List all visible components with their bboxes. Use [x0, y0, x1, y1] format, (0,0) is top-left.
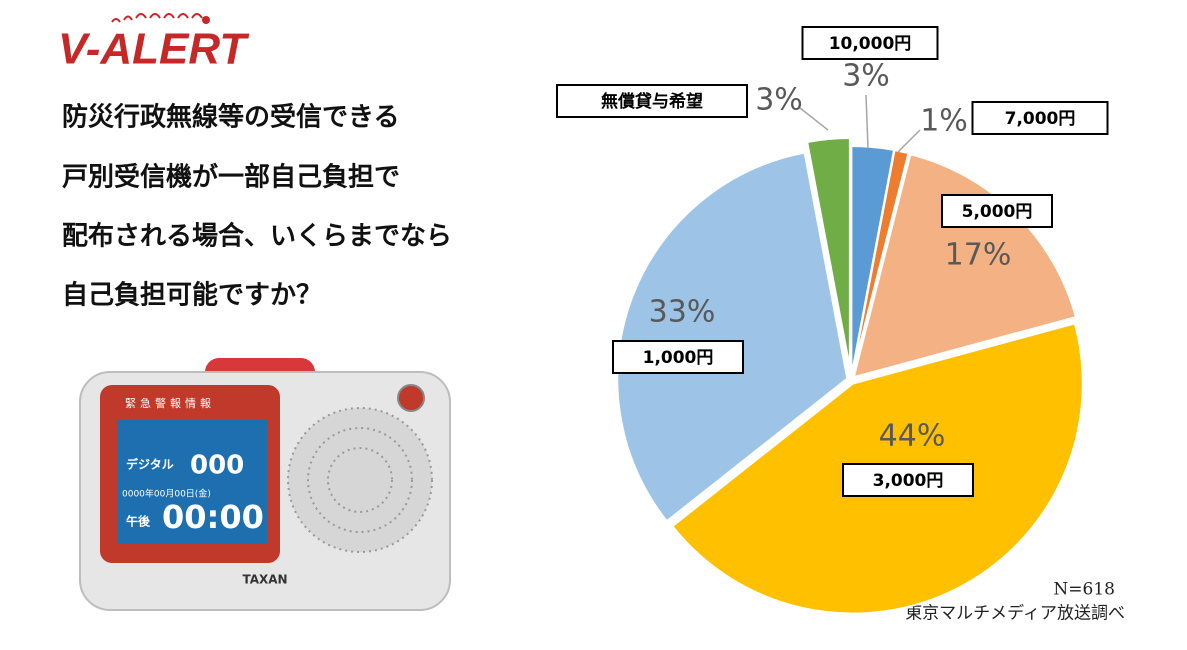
label-box	[556, 84, 748, 118]
category-label: 10,000円	[829, 34, 912, 54]
device-alert-button	[397, 384, 425, 412]
device-speaker-holes	[307, 427, 413, 533]
logo-dot	[202, 16, 210, 24]
device-speaker-holes	[287, 407, 433, 553]
device-date: 0000年00月00日(金)	[122, 488, 211, 500]
device-header: 緊急警報情報	[125, 396, 215, 410]
logo-waves	[111, 13, 203, 23]
question-line: 防災行政無線等の受信できる	[62, 102, 399, 133]
category-label: 1,000円	[643, 348, 714, 368]
logo: V-ALERT	[58, 13, 249, 74]
device-period: 午後	[126, 514, 151, 529]
percent-label: 3%	[755, 83, 803, 118]
percent-label: 33%	[649, 295, 716, 330]
percent-label: 3%	[842, 59, 890, 94]
pie-slice	[616, 151, 849, 523]
device: 緊急警報情報 デジタル 000 0000年00月00日(金) 午後 00:00 …	[79, 358, 451, 611]
source: 東京マルチメディア放送調べ	[905, 603, 1125, 624]
device-screen	[117, 420, 267, 544]
question-line: 自己負担可能ですか？	[62, 280, 322, 311]
label-box	[801, 26, 939, 60]
question-line: 配布される場合、いくらまでなら	[62, 221, 452, 252]
leader-line	[897, 129, 921, 153]
device-speaker	[288, 408, 432, 552]
label-box	[612, 340, 744, 374]
sample-size: N=618	[1053, 580, 1115, 600]
logo-text: V-ALERT	[58, 25, 249, 74]
pie-slice	[806, 137, 851, 369]
device-speaker-holes	[327, 447, 393, 513]
percent-label: 17%	[945, 238, 1012, 273]
device-brand: TAXAN	[242, 573, 287, 587]
question-line: 戸別受信機が一部自己負担で	[62, 162, 400, 193]
category-label: 7,000円	[1005, 109, 1076, 129]
category-label: 3,000円	[873, 471, 944, 491]
device-mode: デジタル	[126, 457, 174, 472]
device-channel: 000	[190, 451, 244, 481]
pie-slice	[850, 148, 910, 377]
label-box	[971, 101, 1109, 135]
leader-line	[799, 107, 829, 131]
category-label: 無償貸与希望	[601, 91, 703, 112]
label-box	[842, 463, 974, 497]
device-time: 00:00	[162, 498, 264, 536]
label-box	[941, 194, 1053, 228]
percent-label: 44%	[879, 419, 946, 454]
leader-line	[865, 94, 869, 149]
percent-label: 1%	[920, 104, 968, 139]
category-label: 5,000円	[962, 202, 1033, 222]
